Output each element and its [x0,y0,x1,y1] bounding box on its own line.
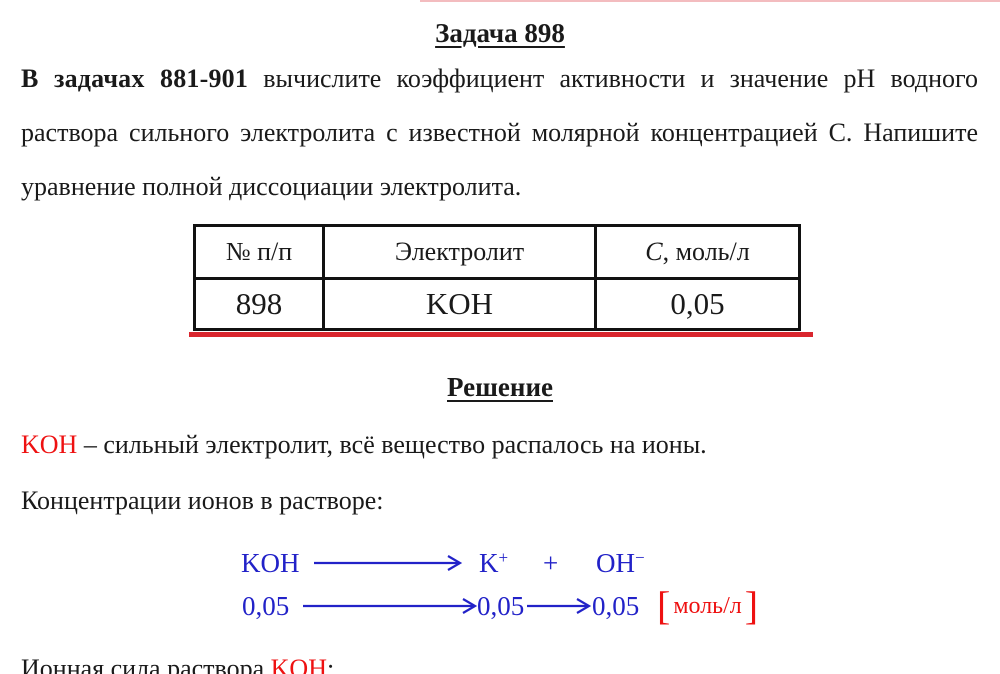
table-header-electrolyte: Электролит [322,224,597,280]
page-title: Задача 898 [435,18,565,48]
cell-electrolyte: KOH [322,277,597,331]
product2-charge: − [635,548,645,567]
units-close-bracket: ] [744,583,759,628]
table-header-number: № п/п [193,224,325,280]
reaction-arrow-icon [314,555,463,571]
cell-concentration: 0,05 [594,277,801,331]
concentration-arrow-icon [303,598,478,614]
product1-symbol: K [479,548,499,578]
equation-plus-sign: + [543,548,559,578]
units-open-bracket: [ [657,583,671,628]
page-title-row: Задача 898 [0,16,1000,50]
statement-formula: KOH [21,430,78,459]
equation-conc2: 0,05 [477,591,525,621]
equation-reactant: KOH [241,548,300,578]
equation-product2: OH− [596,548,645,578]
concentration-units-label: , моль/л [662,237,750,266]
table-red-underline [189,332,813,337]
table-header-row: № п/п Электролит C, моль/л [193,224,801,280]
intro-bold-range: В задачах 881-901 [21,64,249,93]
cell-task-number: 898 [193,277,325,331]
solution-heading: Решение [447,372,553,402]
equation-conc3: 0,05 [592,591,640,621]
ionic-strength-prefix: Ионная сила раствора [21,654,271,674]
concentration-symbol: C [645,237,663,266]
ionic-strength-formula: KOH [270,654,327,674]
product1-charge: + [498,548,509,567]
units-bracket-group: [ моль/л ] [657,584,758,628]
intro-line-1-text: вычислите коэффициент активности и значе… [248,64,978,93]
solution-heading-row: Решение [0,370,1000,404]
statement-line: KOH – сильный электролит, всё вещество р… [21,428,707,462]
product2-symbol: OH [596,548,635,578]
intro-line-2: раствора сильного электролита с известно… [21,118,978,147]
intro-line-3: уравнение полной диссоциации электролита… [21,172,522,201]
equation-product1: K+ [479,548,508,578]
table-data-row: 898 KOH 0,05 [193,277,801,331]
intro-line-1: В задачах 881-901 вычислите коэффициент … [21,62,978,96]
electrolyte-table: № п/п Электролит C, моль/л 898 KOH 0,05 [193,224,801,331]
concentrations-label: Концентрации ионов в растворе: [21,486,384,515]
concentration-arrow-icon [527,598,592,614]
top-red-artifact-line [420,0,1000,2]
ionic-strength-line: Ионная сила раствора KOH: [21,652,334,674]
units-label: моль/л [673,592,742,619]
ionic-strength-suffix: : [327,654,335,674]
statement-text: – сильный электролит, всё вещество распа… [77,430,707,459]
table-header-concentration: C, моль/л [594,224,801,280]
equation-conc1: 0,05 [242,591,290,621]
